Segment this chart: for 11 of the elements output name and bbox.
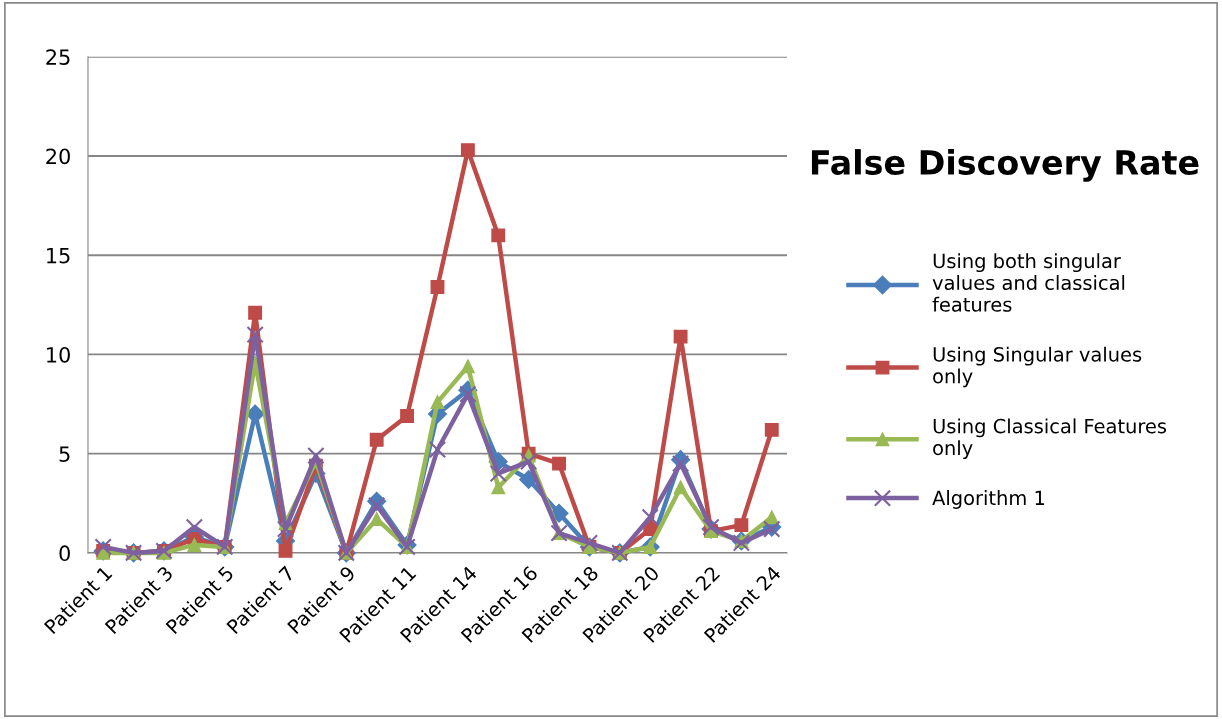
y-tick-label: 0: [59, 545, 70, 562]
legend-label: Algorithm 1: [932, 490, 1045, 509]
y-tick-label: 5: [59, 446, 70, 462]
y-tick-label: 20: [46, 148, 70, 165]
y-tick-label: 15: [47, 247, 70, 264]
legend-label: Using Classical Features only: [933, 418, 1167, 459]
y-tick-label: 25: [46, 49, 70, 66]
text: False Discovery Rate: [811, 149, 1199, 182]
legend-label: Using both singular values and classical features: [932, 253, 1125, 312]
y-tick-label: 10: [47, 346, 70, 363]
legend-label: Using Singular values only: [933, 346, 1142, 388]
